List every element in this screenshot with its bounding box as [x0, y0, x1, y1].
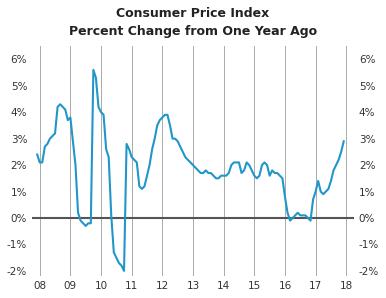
Title: Consumer Price Index
Percent Change from One Year Ago: Consumer Price Index Percent Change from…: [69, 7, 317, 38]
